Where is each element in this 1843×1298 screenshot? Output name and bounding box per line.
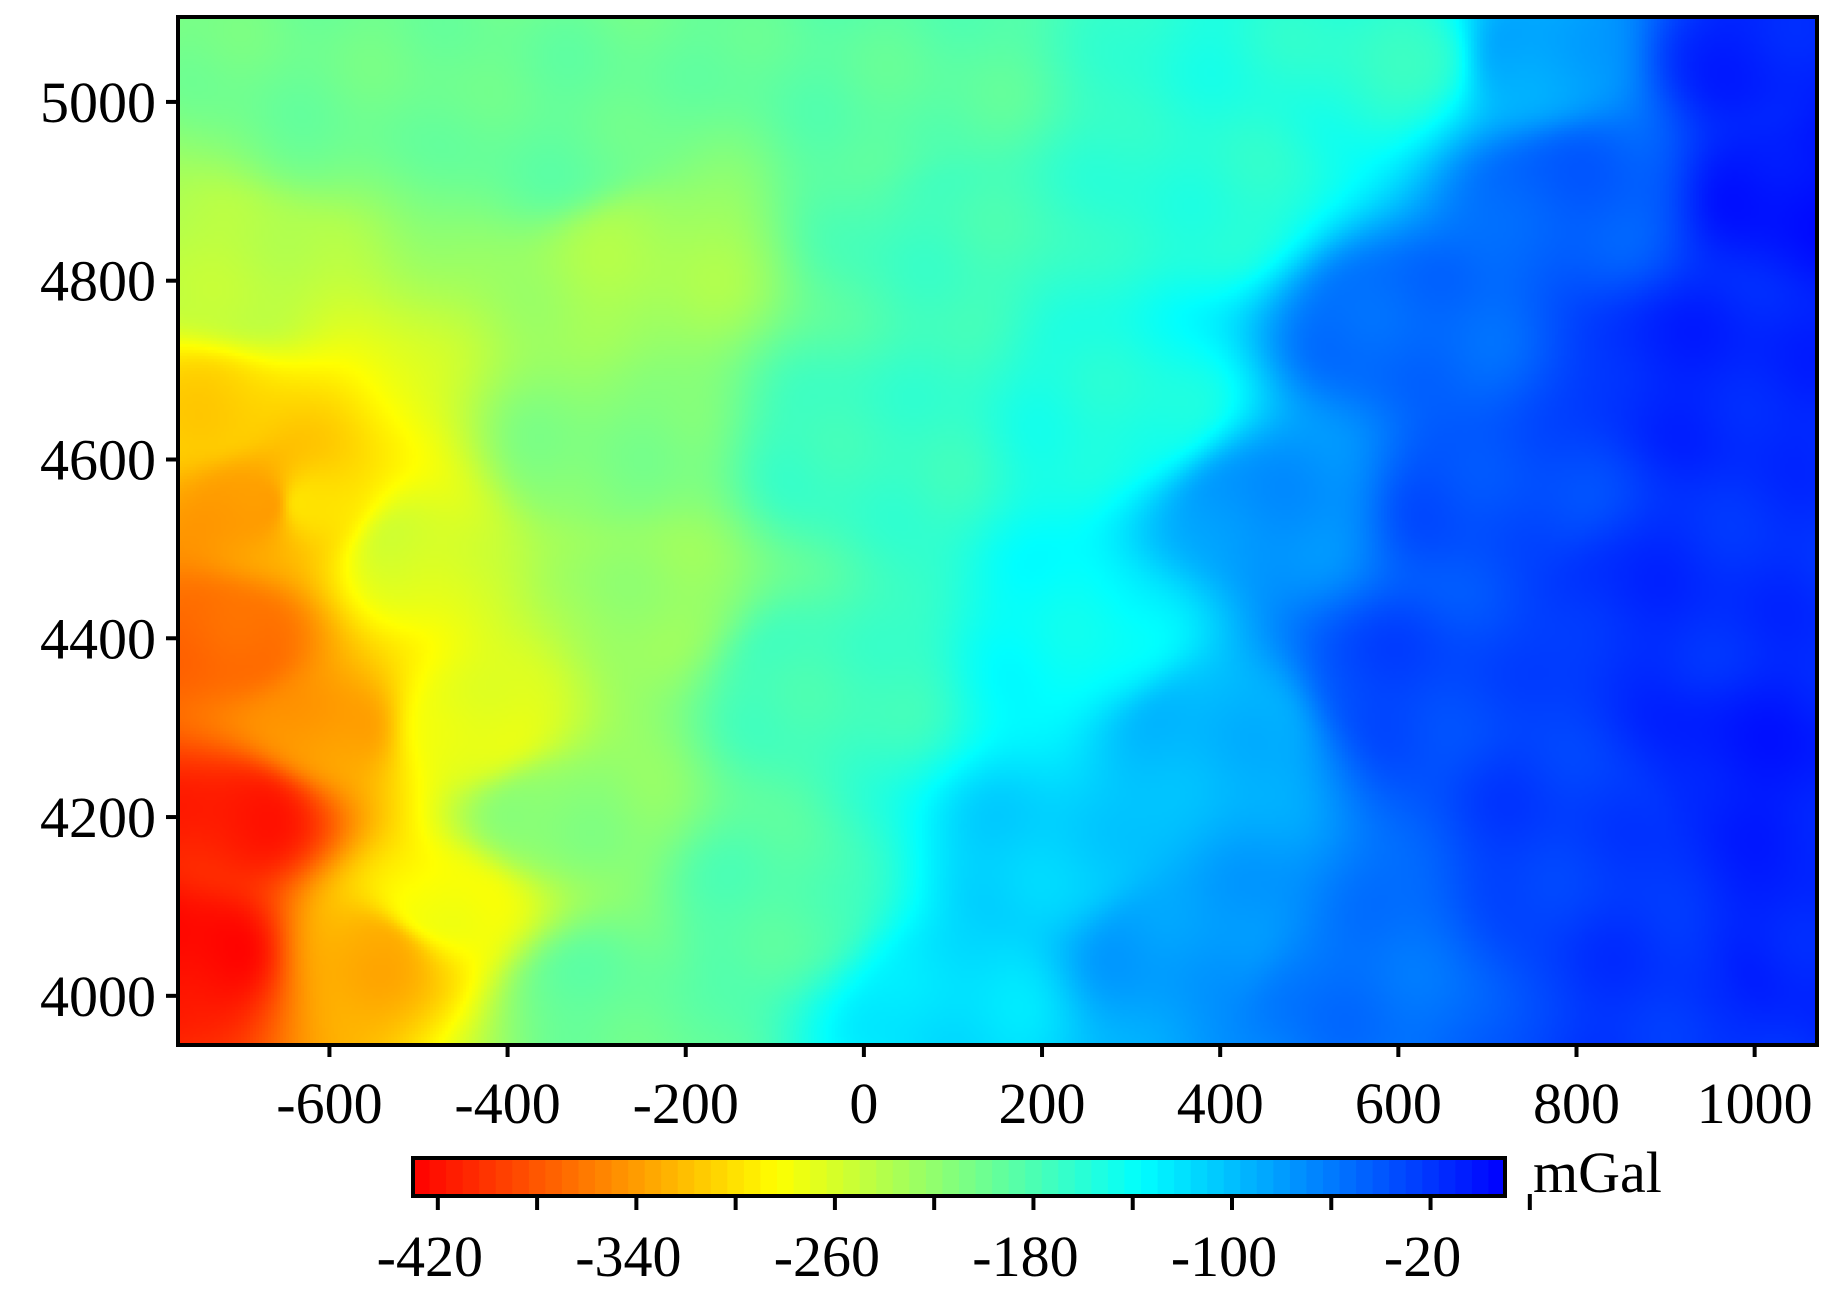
colorbar-segment bbox=[1091, 1158, 1109, 1196]
x-axis: -600 -400 -200 0 200 400 600 800 1000 bbox=[276, 1045, 1813, 1136]
y-tick-label: 4000 bbox=[40, 964, 156, 1029]
colorbar-segment bbox=[975, 1158, 993, 1196]
colorbar-segments bbox=[413, 1158, 1506, 1196]
x-tick-label: 800 bbox=[1533, 1071, 1620, 1136]
x-tick-label: 400 bbox=[1177, 1071, 1264, 1136]
y-tick-label: 4200 bbox=[40, 785, 156, 850]
x-tick-label: 200 bbox=[999, 1071, 1086, 1136]
colorbar-segment bbox=[479, 1158, 497, 1196]
colorbar-segment bbox=[942, 1158, 960, 1196]
colorbar-segment bbox=[1273, 1158, 1291, 1196]
colorbar-tick-label: -180 bbox=[972, 1224, 1078, 1289]
colorbar-segment bbox=[462, 1158, 480, 1196]
colorbar-segment bbox=[760, 1158, 778, 1196]
colorbar-segment bbox=[793, 1158, 811, 1196]
colorbar-tick-label: -20 bbox=[1384, 1224, 1461, 1289]
colorbar-segment bbox=[843, 1158, 861, 1196]
colorbar-segment bbox=[694, 1158, 712, 1196]
colorbar-tick-label: -340 bbox=[575, 1224, 681, 1289]
x-tick-label: 600 bbox=[1355, 1071, 1442, 1136]
colorbar-segment bbox=[1107, 1158, 1126, 1196]
heatmap-field bbox=[178, 17, 1817, 1045]
colorbar-segment bbox=[1438, 1158, 1456, 1196]
colorbar-segment bbox=[1471, 1158, 1490, 1196]
x-tick-label: -200 bbox=[633, 1071, 739, 1136]
colorbar-segment bbox=[710, 1158, 728, 1196]
x-tick-label: 0 bbox=[849, 1071, 878, 1136]
colorbar-segment bbox=[628, 1158, 646, 1196]
y-tick-label: 4600 bbox=[40, 427, 156, 492]
colorbar-segment bbox=[743, 1158, 762, 1196]
colorbar-segment bbox=[992, 1158, 1010, 1196]
colorbar-segment bbox=[892, 1158, 910, 1196]
y-tick-label: 4800 bbox=[40, 249, 156, 314]
colorbar-tick-label: -420 bbox=[377, 1224, 483, 1289]
colorbar-segment bbox=[727, 1158, 745, 1196]
colorbar-segment bbox=[545, 1158, 563, 1196]
colorbar-segment bbox=[876, 1158, 894, 1196]
colorbar-segment bbox=[1240, 1158, 1258, 1196]
colorbar-segment bbox=[528, 1158, 546, 1196]
colorbar-segment bbox=[777, 1158, 795, 1196]
colorbar-segment bbox=[561, 1158, 580, 1196]
colorbar-segment bbox=[810, 1158, 828, 1196]
colorbar-segment bbox=[1356, 1158, 1374, 1196]
colorbar-segment bbox=[909, 1158, 927, 1196]
colorbar-segment bbox=[1323, 1158, 1341, 1196]
colorbar-segment bbox=[413, 1158, 431, 1196]
colorbar-segment bbox=[1157, 1158, 1175, 1196]
colorbar-segment bbox=[677, 1158, 695, 1196]
colorbar-frame bbox=[411, 1156, 1507, 1198]
y-tick-label: 5000 bbox=[40, 70, 156, 135]
colorbar-segment bbox=[826, 1158, 844, 1196]
colorbar-segment bbox=[1339, 1158, 1357, 1196]
colorbar: -420 -340 -260 -180 -100 -20 mGal bbox=[377, 1140, 1662, 1289]
colorbar-segment bbox=[495, 1158, 513, 1196]
colorbar-segment bbox=[1008, 1158, 1026, 1196]
y-tick-label: 4400 bbox=[40, 606, 156, 671]
colorbar-tick-label: -260 bbox=[774, 1224, 880, 1289]
colorbar-segment bbox=[512, 1158, 530, 1196]
colorbar-segment bbox=[1207, 1158, 1225, 1196]
colorbar-tick-label: -100 bbox=[1171, 1224, 1277, 1289]
colorbar-segment bbox=[1455, 1158, 1473, 1196]
colorbar-segment bbox=[1041, 1158, 1059, 1196]
x-tick-label: -400 bbox=[454, 1071, 560, 1136]
colorbar-segment bbox=[578, 1158, 596, 1196]
colorbar-segment bbox=[1141, 1158, 1159, 1196]
colorbar-segment bbox=[859, 1158, 877, 1196]
colorbar-segment bbox=[1422, 1158, 1440, 1196]
colorbar-segment bbox=[429, 1158, 447, 1196]
colorbar-segment bbox=[1405, 1158, 1423, 1196]
plot-frame bbox=[176, 15, 1819, 1047]
y-axis: 4000 4200 4400 4600 4800 5000 bbox=[40, 70, 178, 1029]
colorbar-segment bbox=[959, 1158, 977, 1196]
colorbar-segment bbox=[1488, 1158, 1506, 1196]
colorbar-segment bbox=[1025, 1158, 1043, 1196]
colorbar-segment bbox=[1223, 1158, 1241, 1196]
colorbar-segment bbox=[644, 1158, 662, 1196]
colorbar-segment bbox=[1190, 1158, 1208, 1196]
colorbar-segment bbox=[1389, 1158, 1407, 1196]
colorbar-segment bbox=[1058, 1158, 1076, 1196]
heatmap-plot bbox=[176, 15, 1819, 1047]
colorbar-segment bbox=[1289, 1158, 1308, 1196]
colorbar-segment bbox=[1372, 1158, 1390, 1196]
colorbar-segment bbox=[446, 1158, 464, 1196]
x-tick-label: 1000 bbox=[1697, 1071, 1813, 1136]
colorbar-segment bbox=[1124, 1158, 1142, 1196]
colorbar-segment bbox=[611, 1158, 629, 1196]
x-tick-label: -600 bbox=[276, 1071, 382, 1136]
colorbar-ticks: -420 -340 -260 -180 -100 -20 bbox=[377, 1194, 1532, 1289]
colorbar-segment bbox=[1174, 1158, 1192, 1196]
colorbar-unit-label: mGal bbox=[1533, 1140, 1662, 1205]
colorbar-segment bbox=[661, 1158, 679, 1196]
colorbar-segment bbox=[595, 1158, 613, 1196]
colorbar-segment bbox=[1074, 1158, 1092, 1196]
colorbar-segment bbox=[1256, 1158, 1274, 1196]
colorbar-segment bbox=[925, 1158, 944, 1196]
colorbar-segment bbox=[1306, 1158, 1324, 1196]
